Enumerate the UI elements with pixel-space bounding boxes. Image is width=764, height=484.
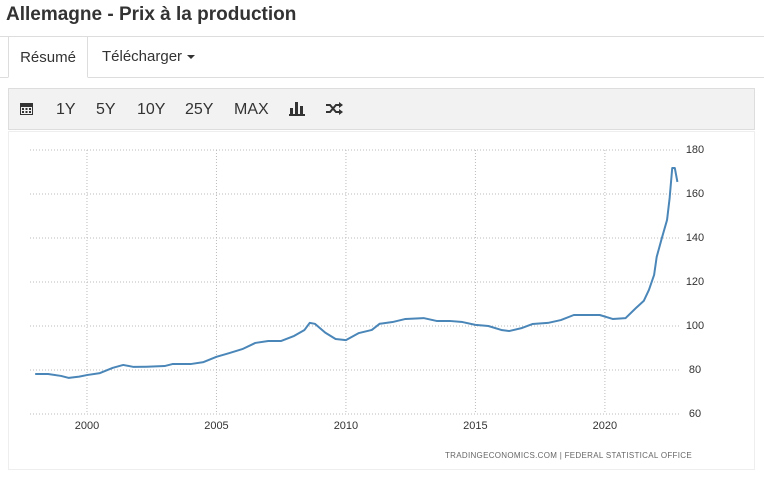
x-tick-label: 2020 [593, 420, 617, 432]
range-button[interactable]: MAX [234, 101, 269, 118]
y-tick-label: 80 [689, 364, 701, 376]
y-tick-label: 100 [686, 320, 704, 332]
range-button[interactable]: 5Y [96, 101, 116, 118]
calendar-icon[interactable] [19, 101, 34, 116]
tab-dropdown[interactable]: Télécharger [102, 48, 196, 65]
tab[interactable]: Résumé [8, 36, 88, 78]
chart-frame [8, 131, 755, 470]
x-tick-label: 2010 [334, 420, 358, 432]
range-button[interactable]: 10Y [137, 101, 166, 118]
tab-label[interactable]: Télécharger [102, 48, 183, 65]
bar-chart-icon[interactable] [289, 101, 305, 116]
chart-source: TRADINGECONOMICS.COM | FEDERAL STATISTIC… [445, 451, 692, 460]
y-tick-label: 120 [686, 276, 704, 288]
range-button[interactable]: 1Y [56, 101, 76, 118]
shuffle-icon[interactable] [325, 101, 343, 116]
x-tick-label: 2005 [204, 420, 228, 432]
caret-icon [187, 55, 196, 60]
page-title: Allemagne - Prix à la production [6, 4, 297, 25]
x-tick-label: 2000 [75, 420, 99, 432]
toolbar: 1Y 5Y 10Y 25Y MAX [8, 88, 755, 130]
range-button[interactable]: 25Y [185, 101, 214, 118]
tab-bar: Résumé Télécharger [0, 36, 764, 78]
data-line [35, 167, 679, 379]
chart: TRADINGECONOMICS.COM | FEDERAL STATISTIC… [8, 131, 755, 470]
y-tick-label: 160 [686, 188, 704, 200]
y-tick-label: 140 [686, 232, 704, 244]
y-tick-label: 60 [689, 408, 701, 420]
x-tick-label: 2015 [463, 420, 487, 432]
y-tick-label: 180 [686, 144, 704, 156]
